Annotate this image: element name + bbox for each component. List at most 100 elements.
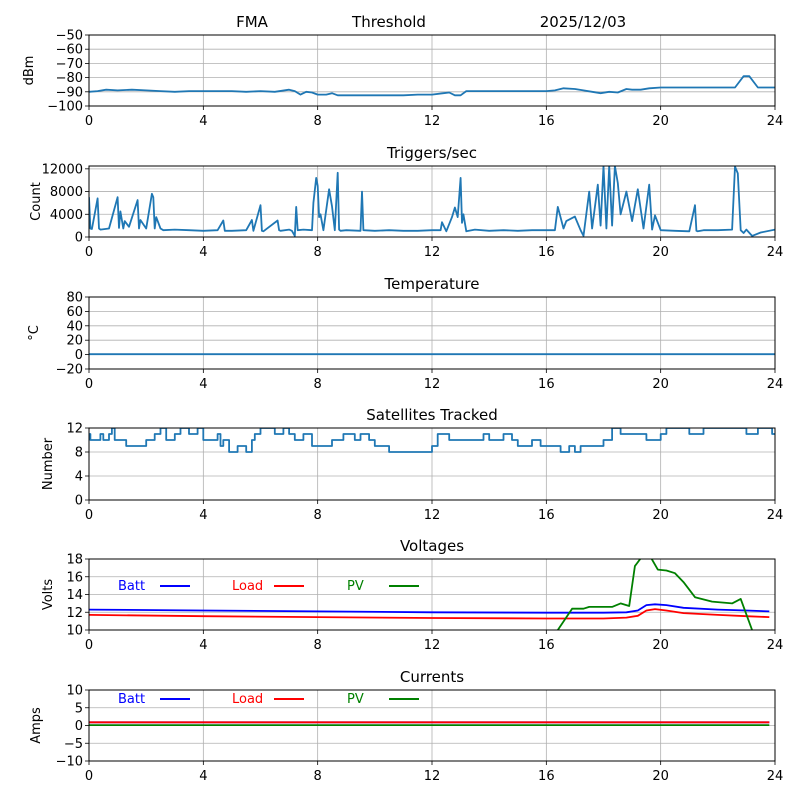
y-axis-label: Amps	[29, 707, 44, 744]
axes-frame	[88, 689, 776, 762]
x-tick-label: 20	[652, 114, 669, 129]
x-tick-label: 0	[85, 638, 93, 653]
y-tick-label: −5	[64, 737, 83, 752]
x-tick-label: 24	[767, 377, 784, 392]
x-tick-label: 4	[199, 508, 207, 523]
legend-label-load: Load	[232, 579, 263, 594]
x-tick-label: 12	[424, 245, 441, 260]
x-tick-label: 16	[538, 245, 555, 260]
x-tick-label: 0	[85, 245, 93, 260]
x-tick-label: 8	[314, 508, 322, 523]
x-tick-label: 4	[199, 638, 207, 653]
x-tick-label: 12	[424, 769, 441, 784]
y-tick-label: 12	[66, 422, 83, 437]
x-tick-label: 20	[652, 245, 669, 260]
y-tick-label: 8	[75, 446, 83, 461]
x-tick-label: 8	[314, 377, 322, 392]
legend-label-batt: Batt	[118, 692, 145, 707]
legend-label-pv: PV	[347, 692, 364, 707]
x-tick-label: 4	[199, 769, 207, 784]
x-tick-label: 20	[652, 638, 669, 653]
x-tick-label: 0	[85, 508, 93, 523]
x-tick-label: 16	[538, 114, 555, 129]
y-tick-label: 0	[75, 494, 83, 509]
y-tick-label: −10	[56, 755, 83, 770]
x-tick-label: 8	[314, 769, 322, 784]
x-tick-label: 8	[314, 114, 322, 129]
y-tick-label: 40	[66, 319, 83, 334]
y-tick-label: −70	[56, 57, 83, 72]
header-mode: Threshold	[351, 13, 426, 31]
x-tick-label: 12	[424, 508, 441, 523]
legend-label-batt: Batt	[118, 579, 145, 594]
chart-title: Voltages	[400, 537, 464, 555]
x-tick-label: 16	[538, 508, 555, 523]
panel-satellites: 0 4 8 12 16 20 24 12 8 4 0 Satellites Tracked Number	[41, 406, 783, 523]
chart-title: Satellites Tracked	[366, 406, 497, 424]
x-tick-label: 12	[424, 377, 441, 392]
x-tick-label: 24	[767, 769, 784, 784]
y-tick-label: 80	[66, 291, 83, 306]
y-tick-label: 10	[66, 624, 83, 639]
axes-frame	[88, 427, 776, 501]
y-tick-label: 5	[75, 701, 83, 716]
y-tick-label: 60	[66, 305, 83, 320]
x-tick-label: 8	[314, 245, 322, 260]
x-tick-label: 4	[199, 377, 207, 392]
chart-title: Temperature	[383, 275, 479, 293]
series-batt	[89, 603, 770, 614]
axes-frame	[88, 165, 776, 238]
y-tick-label: 12	[66, 606, 83, 621]
y-tick-label: 4	[75, 470, 83, 485]
chart-title: Triggers/sec	[386, 144, 477, 162]
y-tick-label: 16	[66, 570, 83, 585]
axes-frame	[88, 34, 776, 107]
legend-label-pv: PV	[347, 579, 364, 594]
y-tick-label: 0	[75, 719, 83, 734]
x-tick-label: 4	[199, 245, 207, 260]
y-tick-label: 20	[66, 334, 83, 349]
x-tick-label: 20	[652, 508, 669, 523]
y-axis-label: °C	[27, 325, 42, 341]
y-tick-label: 12000	[42, 162, 83, 177]
x-tick-label: 24	[767, 638, 784, 653]
y-tick-label: 10	[66, 684, 83, 699]
panel-signal: 0 4 8 12 16 20 24 −50−60−70−80−90−100 dBm	[22, 29, 783, 130]
series-satellites	[89, 428, 775, 453]
series-triggers	[89, 166, 775, 237]
y-tick-label: −90	[56, 85, 83, 100]
series-pv	[557, 559, 753, 630]
header-date: 2025/12/03	[540, 13, 626, 31]
y-tick-label: 4000	[50, 208, 83, 223]
y-axis-label: Number	[41, 437, 56, 490]
axes-frame	[88, 296, 776, 370]
x-tick-label: 0	[85, 114, 93, 129]
x-tick-label: 16	[538, 377, 555, 392]
x-tick-label: 12	[424, 638, 441, 653]
y-tick-label: −60	[56, 43, 83, 58]
legend-label-load: Load	[232, 692, 263, 707]
series-load	[89, 608, 770, 620]
y-tick-label: 0	[75, 348, 83, 363]
x-tick-label: 8	[314, 638, 322, 653]
y-axis-label: Volts	[41, 579, 56, 611]
y-tick-label: 14	[66, 588, 83, 603]
x-tick-label: 16	[538, 769, 555, 784]
y-tick-label: 8000	[50, 185, 83, 200]
y-axis-label: dBm	[22, 56, 37, 86]
x-tick-label: 20	[652, 769, 669, 784]
x-tick-label: 4	[199, 114, 207, 129]
y-tick-label: 0	[75, 231, 83, 246]
y-tick-label: −80	[56, 71, 83, 86]
axes-frame	[88, 558, 776, 631]
x-tick-label: 12	[424, 114, 441, 129]
x-tick-label: 24	[767, 245, 784, 260]
panel-currents: 0 4 8 12 16 20 24 10 5 0 −5 −10 Currents Amps Batt Load…	[29, 668, 783, 784]
x-tick-label: 24	[767, 508, 784, 523]
x-tick-label: 20	[652, 377, 669, 392]
x-tick-label: 16	[538, 638, 555, 653]
y-tick-label: −50	[56, 29, 83, 44]
chart-title: Currents	[400, 668, 464, 686]
panel-voltages: 0 4 8 12 16 20 24 18 16 14 12 10 Voltages Volts Batt Lo…	[41, 537, 783, 653]
